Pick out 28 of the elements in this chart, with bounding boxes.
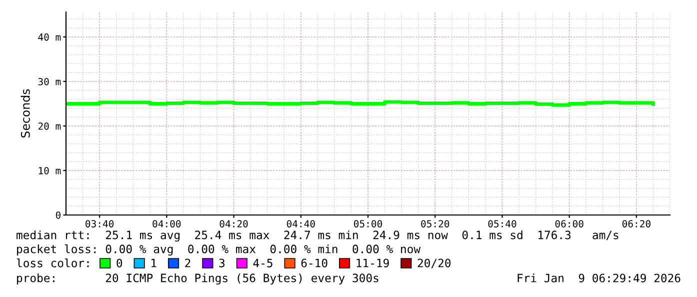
- y-tick-label: 0: [56, 212, 61, 219]
- legend-label: 20/20: [418, 258, 451, 268]
- x-tick-label: 05:20: [421, 220, 450, 228]
- legend-label: 1: [152, 258, 156, 268]
- text: Fri Jan 9 06:29:49 2026: [518, 274, 680, 282]
- x-tick-label: 04:00: [152, 220, 181, 228]
- x-tick-label: 03:40: [86, 220, 114, 228]
- legend-label: 3: [219, 258, 225, 268]
- y-tick-label: 20 m: [38, 122, 61, 130]
- legend-label: 6-10: [301, 258, 328, 268]
- y-axis-title: Seconds: [20, 89, 30, 138]
- y-tick-label: 30 m: [38, 78, 61, 86]
- legend-label: 11-19: [356, 258, 389, 268]
- x-tick-label: 04:20: [220, 220, 248, 228]
- x-tick-label: 05:40: [488, 220, 516, 228]
- legend-label: 2: [185, 258, 190, 268]
- x-tick-label: 05:00: [354, 220, 382, 228]
- x-tick-label: 06:00: [555, 220, 584, 228]
- x-tick-label: 06:20: [622, 220, 650, 228]
- y-tick-label: 40 m: [38, 33, 61, 41]
- legend-title: loss color:: [16, 258, 89, 268]
- x-tick-label: 04:40: [286, 220, 315, 228]
- text: probe: 20 ICMP Echo Pings (56 Bytes) every 300s: [17, 273, 378, 285]
- text: packet loss: 0.00 % avg 0.00 % max 0.00 % min 0.00 % now: [17, 244, 421, 256]
- y-tick-label: 10 m: [38, 166, 61, 174]
- text: median rtt: 25.1 ms avg 25.4 ms max 24.7 ms min 24.9 ms now 0.1 ms sd 176.3 am/s: [16, 230, 618, 242]
- legend-label: 0: [116, 258, 122, 268]
- legend-label: 4-5: [253, 258, 272, 268]
